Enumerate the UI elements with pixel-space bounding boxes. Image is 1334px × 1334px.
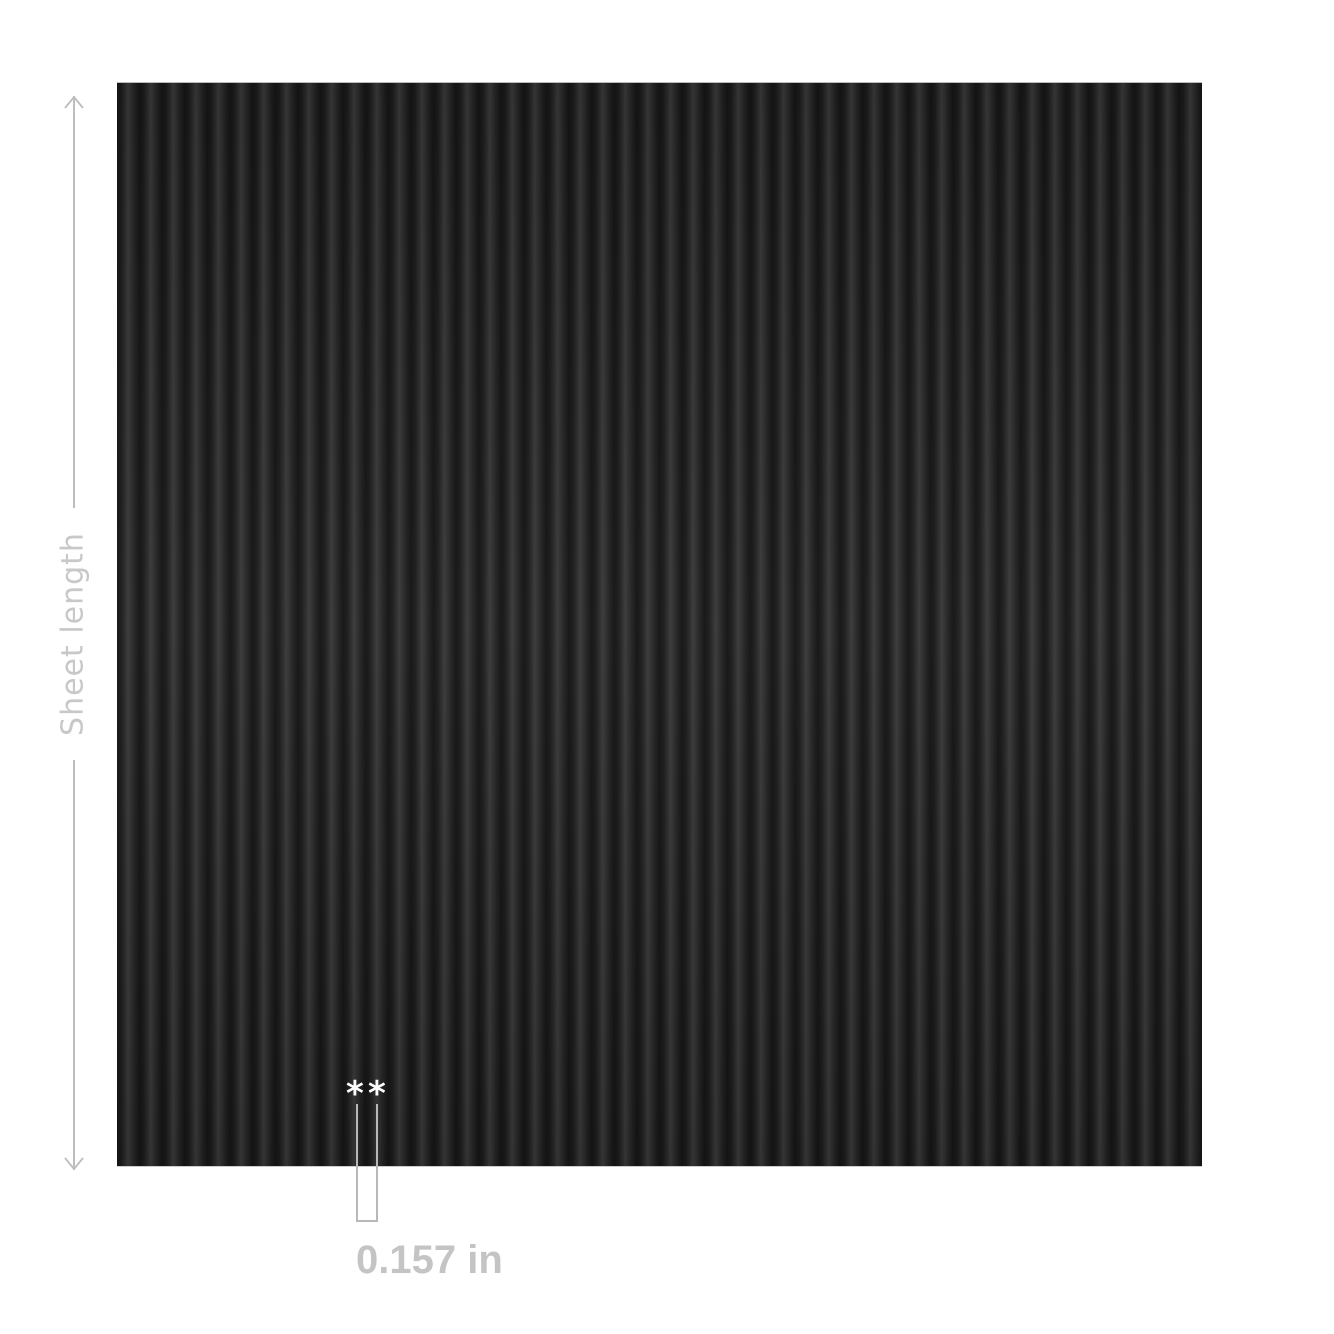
dimension-line-bottom: [73, 760, 75, 1170]
arrow-down-icon: [64, 1157, 84, 1171]
rib-width-label: 0.157 in: [356, 1238, 503, 1282]
sheet-length-label: Sheet length: [55, 532, 91, 736]
rib-marker-left: *: [346, 1074, 364, 1114]
rib-marker-right: *: [368, 1074, 386, 1114]
dimension-line-top: [73, 96, 75, 508]
ribbed-rubber-sheet: [117, 82, 1202, 1167]
rib-width-bracket: [356, 1104, 378, 1222]
